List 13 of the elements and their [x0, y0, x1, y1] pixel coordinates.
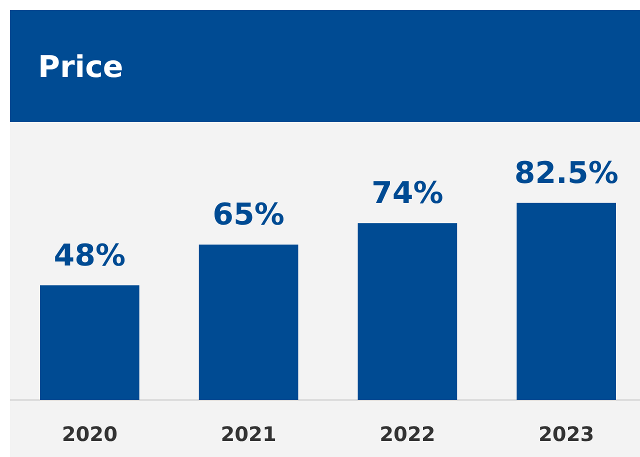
x-tick-label: 2021 [220, 422, 276, 446]
bar [516, 202, 616, 400]
data-label: 82.5% [514, 156, 618, 191]
bar [40, 285, 140, 400]
data-label: 48% [54, 238, 126, 274]
data-label: 65% [212, 198, 284, 233]
x-tick-label: 2020 [62, 422, 118, 446]
bar [358, 223, 458, 400]
data-label: 74% [372, 176, 444, 212]
x-tick-label: 2022 [380, 422, 436, 446]
x-tick-label: 2023 [538, 422, 594, 446]
chart-title: Price [38, 50, 124, 85]
bar [198, 244, 298, 400]
